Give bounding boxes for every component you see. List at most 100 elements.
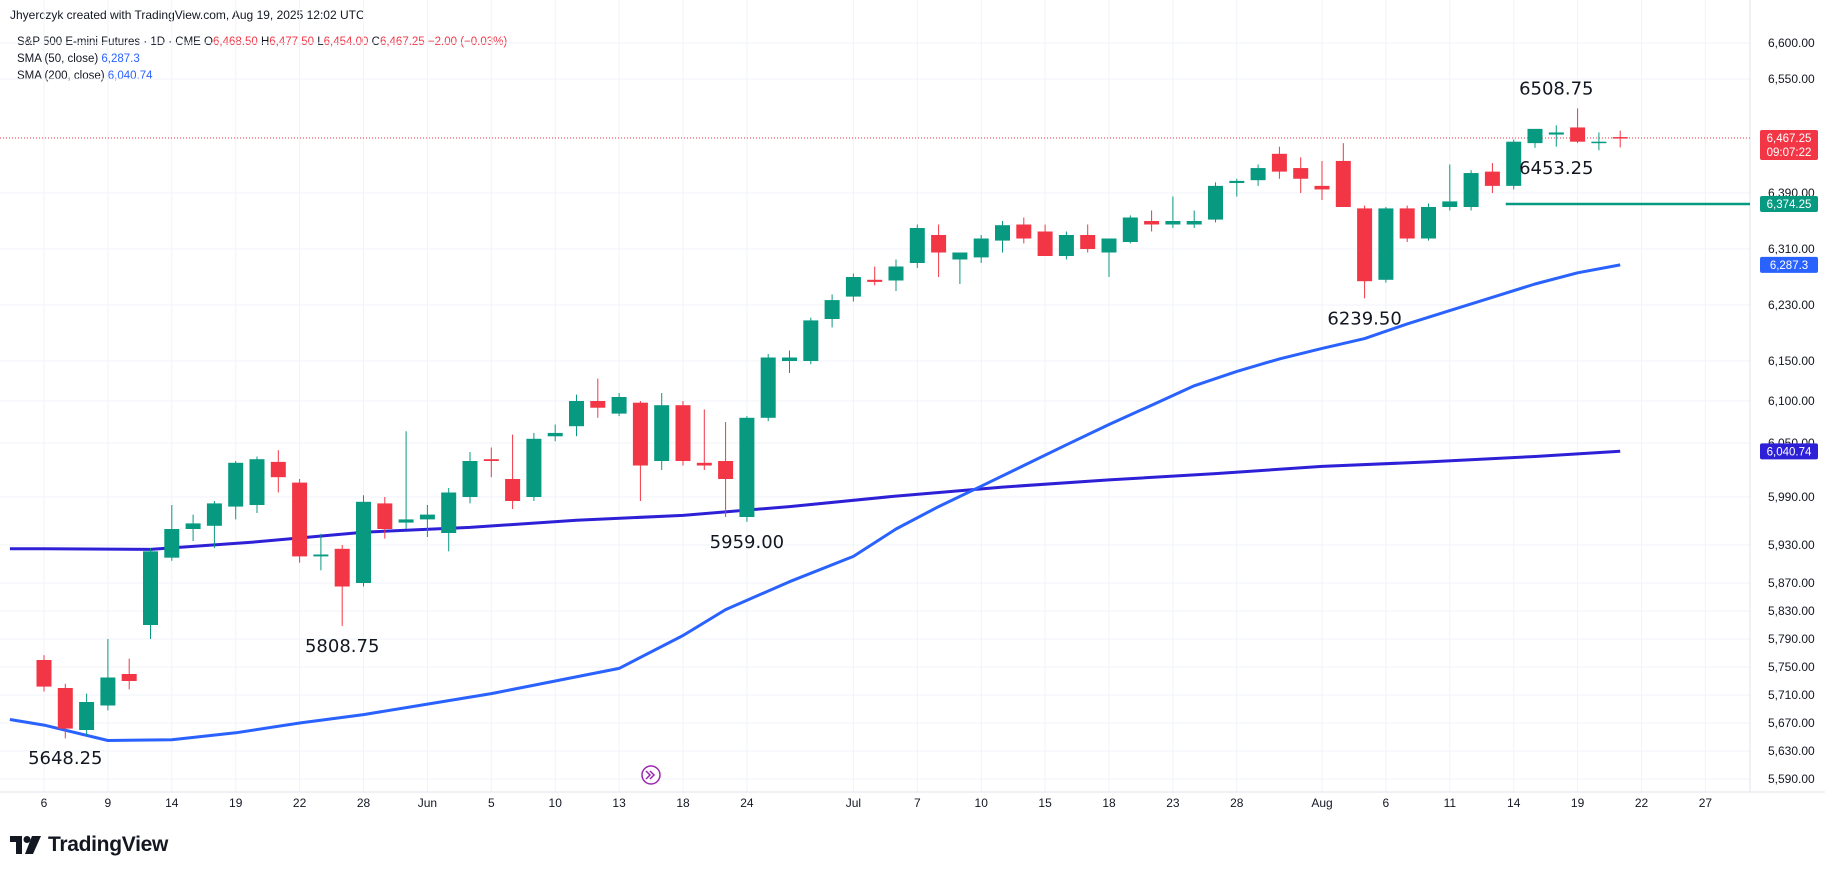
candle[interactable] <box>79 693 95 736</box>
candle[interactable] <box>1122 215 1138 244</box>
candle[interactable] <box>569 394 584 437</box>
candle[interactable] <box>1293 157 1309 193</box>
candle[interactable] <box>675 401 691 466</box>
candle[interactable] <box>995 221 1010 253</box>
candle[interactable] <box>1378 207 1394 283</box>
candle[interactable] <box>611 393 627 417</box>
candle[interactable] <box>845 273 861 302</box>
candle[interactable] <box>1250 164 1266 186</box>
candle[interactable] <box>270 450 286 493</box>
candle[interactable] <box>526 432 542 501</box>
sma50-line[interactable] <box>9 263 1621 742</box>
candle[interactable] <box>1527 128 1543 148</box>
candle-body <box>1357 208 1373 282</box>
candle[interactable] <box>356 495 371 587</box>
candle[interactable] <box>313 533 329 571</box>
candle[interactable] <box>164 505 180 561</box>
candle[interactable] <box>1421 203 1436 241</box>
sma200-price-tag-bg <box>1760 443 1818 460</box>
candle[interactable] <box>696 409 712 470</box>
candle[interactable] <box>803 317 819 365</box>
candle-body <box>79 702 95 730</box>
candle[interactable] <box>1399 205 1415 242</box>
candle[interactable] <box>143 548 158 639</box>
candle[interactable] <box>824 294 840 328</box>
candle[interactable] <box>36 655 52 692</box>
legend-sma50-row[interactable]: SMA (50, close) 6,287.3 <box>17 51 507 68</box>
candle[interactable] <box>718 422 734 517</box>
candle[interactable] <box>1442 164 1458 211</box>
candle[interactable] <box>1357 205 1373 299</box>
candle[interactable] <box>973 235 989 263</box>
candle[interactable] <box>1229 178 1245 197</box>
candle[interactable] <box>888 259 904 292</box>
symbol-name[interactable]: S&P 500 E-mini Futures · 1D · CME <box>17 36 201 48</box>
candle[interactable] <box>121 658 137 690</box>
candle[interactable] <box>867 266 883 286</box>
candle[interactable] <box>292 479 308 563</box>
candle-body <box>1612 137 1628 139</box>
candle[interactable] <box>1314 160 1330 200</box>
sma200-line[interactable] <box>9 449 1621 551</box>
candle[interactable] <box>57 683 73 739</box>
candle[interactable] <box>1016 217 1032 244</box>
candle[interactable] <box>1591 132 1607 151</box>
replay-icon[interactable] <box>641 765 661 785</box>
candle[interactable] <box>547 424 563 442</box>
candle[interactable] <box>632 401 648 501</box>
candle[interactable] <box>398 431 414 529</box>
candle[interactable] <box>1101 238 1117 278</box>
candle[interactable] <box>505 434 521 509</box>
time-axis[interactable]: 6 9 14 19 22 28 Jun 5 10 13 18 24 Jul 7 10 15 18 23 28 Aug 6… <box>41 796 1713 810</box>
legend-ohlc-row[interactable]: S&P 500 E-mini Futures · 1D · CME O6,468… <box>17 34 507 51</box>
candle[interactable] <box>419 505 435 537</box>
candle[interactable] <box>462 452 478 504</box>
candle[interactable] <box>1208 182 1223 223</box>
candle[interactable] <box>1612 130 1628 148</box>
candle[interactable] <box>1186 210 1202 229</box>
candle[interactable] <box>1165 196 1181 229</box>
date-tick-label: 28 <box>1230 796 1244 810</box>
candle[interactable] <box>739 416 755 522</box>
candle[interactable] <box>185 514 201 541</box>
candle[interactable] <box>377 497 393 539</box>
price-annotation: 5959.00 <box>710 532 784 553</box>
candle[interactable] <box>952 252 968 285</box>
sma50-label[interactable]: SMA (50, close) <box>17 53 99 65</box>
price-tick-label: 5,870.00 <box>1768 576 1815 590</box>
candle[interactable] <box>590 378 606 418</box>
candle[interactable] <box>1484 163 1500 193</box>
low-value: 6,454.00 <box>323 36 369 48</box>
candles[interactable] <box>36 108 1628 739</box>
candle[interactable] <box>441 488 457 552</box>
date-tick-label: Jun <box>418 796 437 810</box>
candle[interactable] <box>654 393 670 470</box>
candle[interactable] <box>483 447 499 478</box>
price-annotation: 5648.25 <box>28 748 102 769</box>
candle[interactable] <box>1463 170 1479 211</box>
candle[interactable] <box>760 354 776 422</box>
candle-body <box>1463 173 1479 207</box>
date-tick-label: 13 <box>612 796 626 810</box>
candle[interactable] <box>782 350 797 374</box>
candle[interactable] <box>1271 146 1287 179</box>
candle[interactable] <box>100 639 116 711</box>
candle[interactable] <box>1506 139 1522 190</box>
candle[interactable] <box>1335 143 1351 207</box>
candle[interactable] <box>206 501 222 549</box>
low-label: L <box>317 36 324 48</box>
candle[interactable] <box>1570 108 1586 144</box>
candle[interactable] <box>1548 125 1564 147</box>
candle[interactable] <box>1058 231 1074 260</box>
candle[interactable] <box>334 545 350 626</box>
tradingview-logo[interactable]: TradingView <box>10 833 168 857</box>
candle[interactable] <box>931 224 947 278</box>
candle[interactable] <box>1144 210 1160 232</box>
candle[interactable] <box>249 456 265 514</box>
candle[interactable] <box>1080 224 1096 253</box>
candle[interactable] <box>1037 224 1053 257</box>
candle[interactable] <box>228 461 244 520</box>
sma200-path <box>9 449 1621 551</box>
candle[interactable] <box>909 224 925 268</box>
